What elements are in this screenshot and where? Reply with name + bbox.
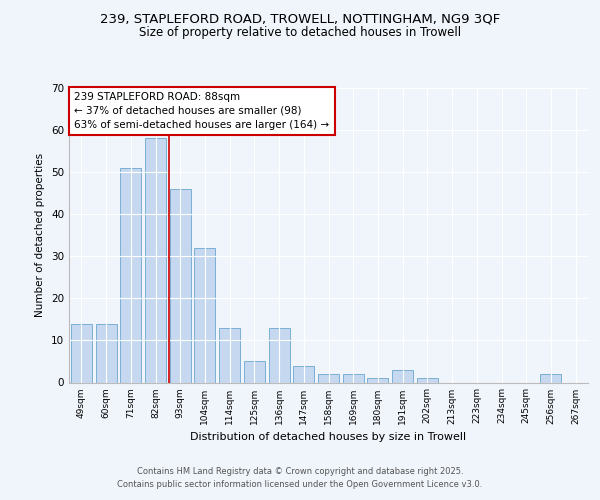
Bar (219, 328, 240, 382)
X-axis label: Distribution of detached houses by size in Trowell: Distribution of detached houses by size … (190, 432, 467, 442)
Bar (194, 248, 215, 382)
Bar (71, 324, 92, 382)
Text: 239 STAPLEFORD ROAD: 88sqm
← 37% of detached houses are smaller (98)
63% of semi: 239 STAPLEFORD ROAD: 88sqm ← 37% of deta… (74, 92, 329, 130)
Bar (318, 374, 339, 382)
Bar (269, 328, 290, 382)
Bar (367, 378, 388, 382)
Bar (417, 378, 438, 382)
Bar (343, 374, 364, 382)
Text: 239, STAPLEFORD ROAD, TROWELL, NOTTINGHAM, NG9 3QF: 239, STAPLEFORD ROAD, TROWELL, NOTTINGHA… (100, 12, 500, 26)
Y-axis label: Number of detached properties: Number of detached properties (35, 153, 46, 317)
Bar (95, 324, 116, 382)
Bar (541, 374, 562, 382)
Bar (120, 168, 141, 382)
Bar (392, 370, 413, 382)
Bar (293, 366, 314, 382)
Bar (170, 188, 191, 382)
Text: Size of property relative to detached houses in Trowell: Size of property relative to detached ho… (139, 26, 461, 39)
Text: Contains HM Land Registry data © Crown copyright and database right 2025.
Contai: Contains HM Land Registry data © Crown c… (118, 468, 482, 489)
Bar (244, 362, 265, 382)
Bar (145, 138, 166, 382)
